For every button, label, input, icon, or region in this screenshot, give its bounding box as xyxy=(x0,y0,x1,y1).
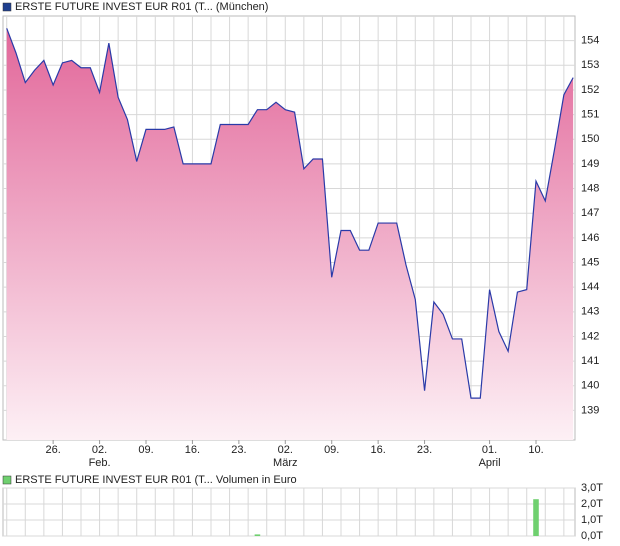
y-tick-label: 149 xyxy=(581,158,599,170)
x-tick-label: 23. xyxy=(231,444,246,456)
y-tick-label: 147 xyxy=(581,207,599,219)
x-tick-label: 16. xyxy=(185,444,200,456)
y-tick-label: 150 xyxy=(581,133,599,145)
y-tick-label: 0,0T xyxy=(581,530,603,542)
month-label: Feb. xyxy=(89,457,111,469)
y-tick-label: 144 xyxy=(581,281,599,293)
x-tick-label: 26. xyxy=(45,444,60,456)
y-tick-label: 148 xyxy=(581,182,599,194)
y-tick-label: 153 xyxy=(581,59,599,71)
y-tick-label: 146 xyxy=(581,232,599,244)
legend-swatch xyxy=(2,2,12,12)
legend-label: ERSTE FUTURE INVEST EUR R01 (T... Volume… xyxy=(15,474,297,486)
volume-bar xyxy=(254,534,261,536)
volume-bar xyxy=(533,499,539,536)
x-tick-label: 02. xyxy=(92,444,107,456)
legend-swatch xyxy=(2,475,12,485)
x-tick-label: 16. xyxy=(370,444,385,456)
x-tick-label: 02. xyxy=(278,444,293,456)
y-tick-label: 1,0T xyxy=(581,514,603,526)
y-tick-label: 145 xyxy=(581,256,599,268)
y-tick-label: 2,0T xyxy=(581,498,603,510)
y-tick-label: 141 xyxy=(581,355,599,367)
y-tick-label: 3,0T xyxy=(581,482,603,494)
x-tick-label: 01. xyxy=(482,444,497,456)
month-label: März xyxy=(273,457,297,469)
y-tick-label: 142 xyxy=(581,330,599,342)
y-tick-label: 151 xyxy=(581,109,599,121)
legend-label: ERSTE FUTURE INVEST EUR R01 (T... (Münch… xyxy=(15,1,268,13)
y-tick-label: 140 xyxy=(581,380,599,392)
y-tick-label: 143 xyxy=(581,306,599,318)
y-tick-label: 154 xyxy=(581,35,599,47)
area-fill xyxy=(6,28,574,440)
y-tick-label: 152 xyxy=(581,84,599,96)
x-tick-label: 09. xyxy=(324,444,339,456)
y-tick-label: 139 xyxy=(581,404,599,416)
month-label: April xyxy=(479,457,501,469)
x-tick-label: 09. xyxy=(138,444,153,456)
price-line xyxy=(6,28,574,399)
x-tick-label: 23. xyxy=(417,444,432,456)
x-tick-label: 10. xyxy=(528,444,543,456)
